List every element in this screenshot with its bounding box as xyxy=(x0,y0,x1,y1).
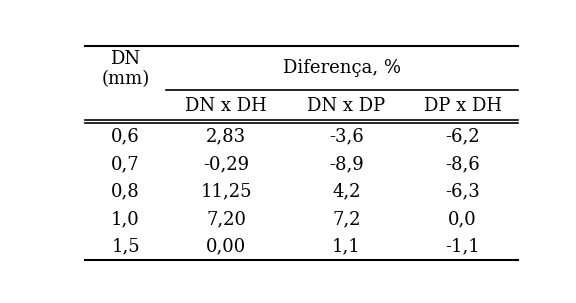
Text: 0,00: 0,00 xyxy=(206,238,246,255)
Text: -6,2: -6,2 xyxy=(445,128,480,145)
Text: Diferença, %: Diferença, % xyxy=(283,59,401,77)
Text: 1,0: 1,0 xyxy=(111,210,140,228)
Text: 1,1: 1,1 xyxy=(332,238,361,255)
Text: 7,2: 7,2 xyxy=(332,210,361,228)
Text: DP x DH: DP x DH xyxy=(423,97,502,115)
Text: 0,8: 0,8 xyxy=(111,182,140,201)
Text: 4,2: 4,2 xyxy=(332,182,361,201)
Text: DN x DH: DN x DH xyxy=(185,97,267,115)
Text: 0,7: 0,7 xyxy=(111,155,140,173)
Text: -6,3: -6,3 xyxy=(445,182,480,201)
Text: 7,20: 7,20 xyxy=(206,210,246,228)
Text: 0,0: 0,0 xyxy=(448,210,477,228)
Text: -1,1: -1,1 xyxy=(445,238,480,255)
Text: -8,6: -8,6 xyxy=(445,155,480,173)
Text: DN x DP: DN x DP xyxy=(308,97,385,115)
Text: 2,83: 2,83 xyxy=(206,128,246,145)
Text: 1,5: 1,5 xyxy=(111,238,140,255)
Text: -8,9: -8,9 xyxy=(329,155,364,173)
Text: (mm): (mm) xyxy=(101,70,150,88)
Text: 11,25: 11,25 xyxy=(200,182,252,201)
Text: -3,6: -3,6 xyxy=(329,128,364,145)
Text: -0,29: -0,29 xyxy=(203,155,249,173)
Text: DN: DN xyxy=(111,50,141,68)
Text: 0,6: 0,6 xyxy=(111,128,140,145)
